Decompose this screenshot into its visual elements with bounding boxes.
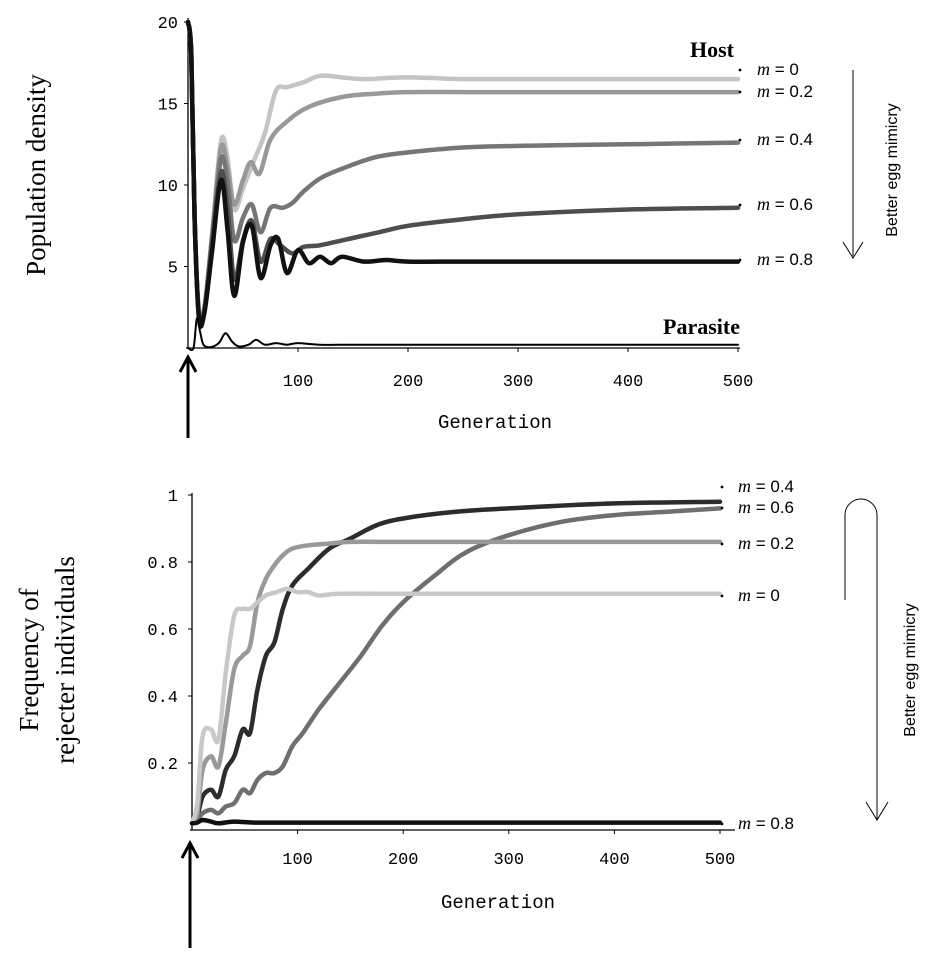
y-axis-title-bottom-line2: rejecter individuals	[50, 556, 80, 764]
series-label-dot	[720, 542, 724, 546]
series-labels-bottom: m = 0.4m = 0.6 m = 0.2 m = 0 m = 0.8	[720, 476, 794, 833]
host-label: Host	[690, 37, 735, 62]
x-ticks-top: 100 200 300 400 500	[283, 348, 754, 392]
series-label-dot	[738, 68, 742, 72]
series-label-m-0: m = 0	[757, 59, 799, 79]
x-axis-title-top: Generation	[438, 412, 552, 434]
series-label-m-0-8: m = 0.8	[757, 249, 813, 269]
y-axis-title-bottom-line1: Frequency of	[14, 588, 44, 731]
series-label-m-0-2: m = 0.2	[757, 81, 813, 101]
series-top	[185, 19, 741, 352]
x-tick-label-100: 100	[283, 373, 314, 392]
y-axis-title-top: Population density	[21, 74, 51, 276]
side-label-bottom: Better egg mimicry	[902, 603, 919, 736]
series-label-dot	[720, 594, 724, 598]
series-line-m-0	[185, 19, 741, 323]
series-line-m-0-6	[185, 19, 741, 328]
series-labels-top: m = 0m = 0.2 m = 0.4 m = 0.6 m = 0.8	[738, 59, 813, 269]
y-ticks-top: 5 10 15 20	[158, 15, 188, 279]
series-label-m-0: m = 0	[738, 585, 780, 605]
series-label-m-0-2: m = 0.2	[738, 533, 794, 553]
series-line-m-0-2	[189, 539, 723, 826]
series-label-dot	[720, 485, 724, 489]
series-label-dot	[738, 258, 742, 262]
x-tick-label-500: 500	[705, 851, 736, 870]
series-label-dot	[738, 90, 742, 94]
x-tick-label-300: 300	[493, 851, 524, 870]
x-tick-label-100: 100	[282, 851, 313, 870]
x-tick-label-500: 500	[723, 373, 754, 392]
series-label-dot	[738, 203, 742, 207]
y-tick-label-0-6: 0.6	[147, 622, 178, 641]
x-ticks-bottom: 100 200 300 400 500	[282, 830, 735, 870]
arrow-down-icon	[842, 70, 864, 259]
x-axis-title-bottom: Generation	[441, 892, 555, 914]
y-tick-label-0-2: 0.2	[147, 756, 178, 775]
side-label-top: Better egg mimicry	[884, 103, 901, 236]
series-line-m-0-8	[189, 817, 723, 826]
series-bottom	[189, 499, 723, 826]
y-tick-label-0-8: 0.8	[147, 555, 178, 574]
series-line-m-0	[189, 586, 723, 826]
series-label-dot	[720, 822, 724, 826]
series-label-m-0-4: m = 0.4	[757, 129, 813, 149]
x-tick-label-400: 400	[613, 373, 644, 392]
x-tick-label-300: 300	[503, 373, 534, 392]
series-line-parasite	[187, 317, 739, 352]
panel-population-density: Population density 5 10 15 20 100 200 300 400 5…	[21, 15, 901, 438]
parasite-label: Parasite	[663, 314, 740, 339]
series-label-m-0-6: m = 0.6	[738, 497, 794, 517]
panel-rejecter-frequency: Frequency of rejecter individuals 0.2 0.4…	[14, 476, 919, 948]
y-tick-label-5: 5	[168, 260, 178, 279]
y-tick-label-1: 1	[168, 488, 178, 507]
y-tick-label-20: 20	[158, 15, 178, 34]
series-label-dot	[738, 138, 742, 142]
y-tick-label-0-4: 0.4	[147, 689, 178, 708]
arrow-up-icon	[178, 353, 198, 438]
curved-arrow-icon	[844, 498, 889, 821]
x-tick-label-400: 400	[599, 851, 630, 870]
series-line-m-0-8	[185, 19, 741, 329]
series-label-m-0-6: m = 0.6	[757, 194, 813, 214]
x-tick-label-200: 200	[388, 851, 419, 870]
series-line-m-0-4	[185, 19, 741, 326]
series-label-dot	[720, 506, 724, 510]
series-line-m-0-4	[189, 499, 723, 826]
series-line-m-0-6	[189, 506, 723, 826]
y-tick-label-15: 15	[158, 97, 178, 116]
series-label-m-0-8: m = 0.8	[738, 813, 794, 833]
series-label-m-0-4: m = 0.4	[738, 476, 794, 496]
y-tick-label-10: 10	[158, 178, 178, 197]
y-ticks-bottom: 0.2 0.4 0.6 0.8 1	[147, 488, 192, 775]
series-line-m-0-2	[185, 19, 741, 325]
x-tick-label-200: 200	[393, 373, 424, 392]
arrow-up-icon	[180, 839, 200, 948]
